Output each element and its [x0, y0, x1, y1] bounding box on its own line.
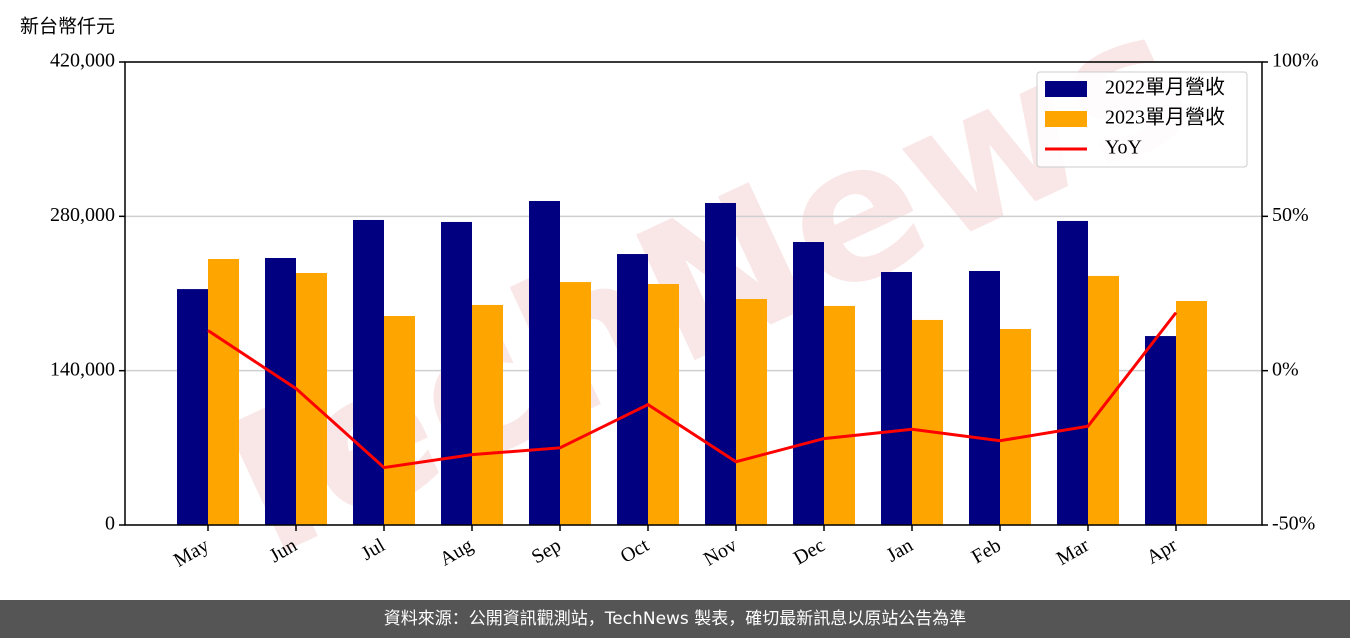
bar: [441, 221, 472, 525]
bar: [560, 282, 591, 525]
bar: [648, 284, 679, 525]
x-tick-label: Apr: [1143, 534, 1181, 569]
y-axis-unit: 新台幣仟元: [20, 16, 115, 38]
chart: 新台幣仟元 TechNews0140,000280,000420,000-50%…: [20, 0, 1319, 600]
bar: [265, 258, 296, 525]
bar: [824, 305, 855, 525]
bar: [1057, 220, 1088, 526]
bar: [384, 315, 415, 525]
y2-tick-label: 50%: [1272, 204, 1309, 226]
bar: [1000, 328, 1031, 525]
bar: [353, 219, 384, 525]
y2-tick-label: 100%: [1272, 50, 1319, 72]
legend-box: [1036, 71, 1248, 168]
bar: [969, 271, 1000, 525]
legend-label: YoY: [1105, 137, 1142, 159]
bar: [912, 319, 943, 525]
x-tick-label: Nov: [700, 534, 741, 570]
y-tick-label: 140,000: [50, 358, 115, 380]
x-tick-label: Dec: [790, 534, 829, 569]
bar: [208, 258, 239, 525]
bar: [793, 242, 824, 526]
y2-tick-label: 0%: [1272, 358, 1299, 380]
yoy-line: [207, 311, 1178, 470]
legend-swatch: [1045, 111, 1087, 127]
source-footer: 資料來源：公開資訊觀測站，TechNews 製表，確切最新訊息以原站公告為準: [0, 600, 1350, 638]
y2-tick-label: -50%: [1272, 513, 1315, 535]
y-tick-label: 420,000: [50, 50, 115, 72]
bar: [1088, 275, 1119, 525]
x-tick-label: Feb: [968, 534, 1005, 568]
bar: [881, 272, 912, 525]
legend-swatch: [1045, 81, 1087, 97]
x-tick-label: Sep: [528, 534, 565, 568]
bar: [472, 304, 503, 525]
x-tick-label: Mar: [1053, 534, 1093, 570]
x-tick-label: Aug: [436, 534, 477, 570]
bar: [1176, 300, 1207, 525]
bar: [1145, 336, 1176, 525]
bar: [617, 254, 648, 525]
x-tick-label: May: [170, 534, 213, 571]
x-tick-label: Oct: [617, 534, 653, 568]
y-tick-label: 0: [105, 513, 115, 535]
y-tick-label: 280,000: [50, 204, 115, 226]
plot-frame: [124, 61, 1263, 526]
x-tick-label: Jan: [883, 534, 917, 566]
legend-label: 2022單月營收: [1105, 76, 1225, 99]
legend-label: 2023單月營收: [1105, 106, 1225, 129]
bar: [736, 299, 767, 525]
bar: [296, 272, 327, 525]
bar: [705, 202, 736, 526]
bar: [177, 289, 208, 525]
bar: [529, 201, 560, 525]
